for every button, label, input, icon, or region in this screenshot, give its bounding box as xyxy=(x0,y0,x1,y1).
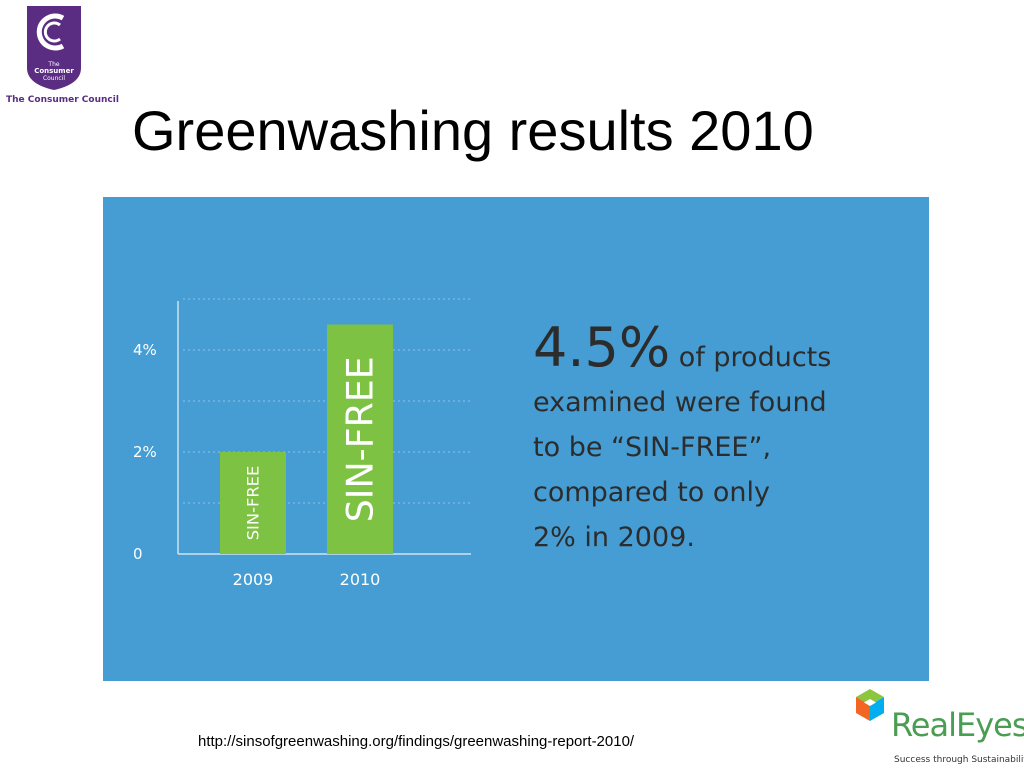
x-tick-label: 2010 xyxy=(340,570,381,589)
stat-line: 2% in 2009. xyxy=(533,522,695,553)
page-title: Greenwashing results 2010 xyxy=(132,99,814,162)
realeyes-tagline: Success through Sustainability xyxy=(894,755,1024,765)
y-tick-label: 4% xyxy=(133,341,157,359)
realeyes-logo-text: RealEyes xyxy=(891,706,1024,744)
bar xyxy=(220,452,286,554)
y-tick-label: 2% xyxy=(133,443,157,461)
stat-big-percent: 4.5% xyxy=(533,316,671,379)
bar-label: SIN-FREE xyxy=(339,356,382,522)
logo-text-line: Council xyxy=(43,75,65,82)
stat-callout: 4.5% of products examined were found to … xyxy=(533,321,831,560)
source-link[interactable]: http://sinsofgreenwashing.org/findings/g… xyxy=(198,733,635,750)
bar-chart: 0 2% 4% SIN-FREE 2009 SIN-FREE 2010 xyxy=(133,298,471,589)
bar xyxy=(327,324,393,554)
stat-line: to be “SIN-FREE”, xyxy=(533,432,772,463)
stat-line: compared to only xyxy=(533,477,770,508)
stat-line: examined were found xyxy=(533,387,827,418)
logo-text-line: Consumer xyxy=(34,67,74,75)
consumer-council-shield-icon: The Consumer Council xyxy=(27,6,81,90)
logo-text-line: The xyxy=(47,61,59,68)
bar-label: SIN-FREE xyxy=(244,466,263,541)
logo-caption: The Consumer Council xyxy=(6,95,119,105)
y-tick-label: 0 xyxy=(133,545,143,563)
realeyes-cube-icon xyxy=(856,689,884,721)
x-tick-label: 2009 xyxy=(233,570,274,589)
stat-text: of products xyxy=(678,342,832,373)
infographic-panel: 0 2% 4% SIN-FREE 2009 SIN-FREE 2010 4.5% of pr… xyxy=(103,197,929,681)
consumer-council-logo: The Consumer Council xyxy=(27,6,81,90)
stat-line-first: 4.5% of products xyxy=(533,321,831,380)
